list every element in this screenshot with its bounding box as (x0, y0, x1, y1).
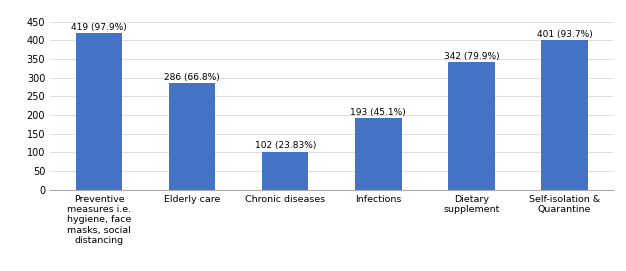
Text: 193 (45.1%): 193 (45.1%) (351, 108, 406, 117)
Bar (262, 151, 309, 190)
Text: 342 (79.9%): 342 (79.9%) (444, 52, 500, 61)
Bar (169, 83, 215, 190)
Text: 419 (97.9%): 419 (97.9%) (71, 23, 127, 32)
Bar (355, 118, 402, 190)
Text: 102 (23.83%): 102 (23.83%) (255, 141, 316, 150)
Text: 401 (93.7%): 401 (93.7%) (536, 30, 592, 39)
Bar (541, 40, 588, 190)
Text: 286 (66.8%): 286 (66.8%) (164, 73, 220, 82)
Bar (448, 62, 495, 190)
Bar (76, 33, 122, 190)
